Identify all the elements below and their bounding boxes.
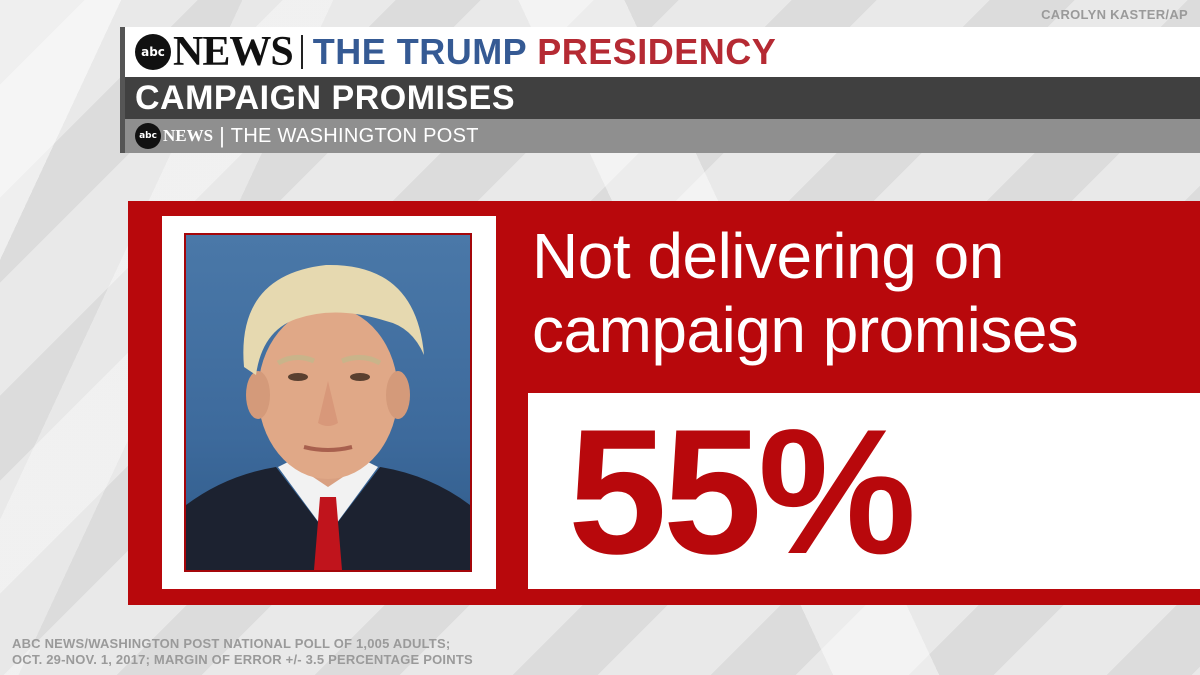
stat-headline: Not delivering on campaign promises — [532, 219, 1172, 367]
news-logo-text: NEWS — [173, 29, 294, 75]
abc-logo-small-icon: abc — [135, 123, 161, 149]
portrait-illustration — [186, 264, 470, 570]
footnote-line-2: OCT. 29-NOV. 1, 2017; MARGIN OF ERROR +/… — [12, 652, 473, 667]
photo-frame — [162, 216, 496, 589]
subtitle: CAMPAIGN PROMISES — [135, 78, 516, 117]
abc-logo-icon: abc — [135, 34, 171, 70]
title-part-1: THE TRUMP — [312, 31, 528, 72]
portrait-photo-icon — [184, 233, 472, 572]
headline-line-1: Not delivering on — [532, 220, 1004, 292]
stat-value: 55% — [568, 392, 916, 591]
subtitle-bar: CAMPAIGN PROMISES — [125, 77, 1200, 119]
footnote-line-1: ABC NEWS/WASHINGTON POST NATIONAL POLL O… — [12, 636, 451, 651]
news-logo-small-text: NEWS — [163, 126, 214, 145]
stat-box: 55% — [528, 393, 1200, 589]
title-bar: abc NEWS THE TRUMP PRESIDENCY — [125, 27, 1200, 77]
poll-footnote: ABC NEWS/WASHINGTON POST NATIONAL POLL O… — [12, 636, 473, 668]
title-divider — [300, 35, 303, 69]
source-bar: abc NEWS | THE WASHINGTON POST — [125, 119, 1200, 153]
title-part-2: PRESIDENCY — [537, 31, 777, 72]
stat-panel: Not delivering on campaign promises 55% — [128, 201, 1200, 605]
header-rail — [120, 27, 125, 153]
headline-line-2: campaign promises — [532, 294, 1079, 366]
header-banner: abc NEWS THE TRUMP PRESIDENCY CAMPAIGN P… — [120, 27, 1200, 153]
source-divider: | — [219, 123, 225, 148]
photo-credit: CAROLYN KASTER/AP — [1041, 7, 1188, 22]
source-partner: THE WASHINGTON POST — [230, 124, 479, 147]
